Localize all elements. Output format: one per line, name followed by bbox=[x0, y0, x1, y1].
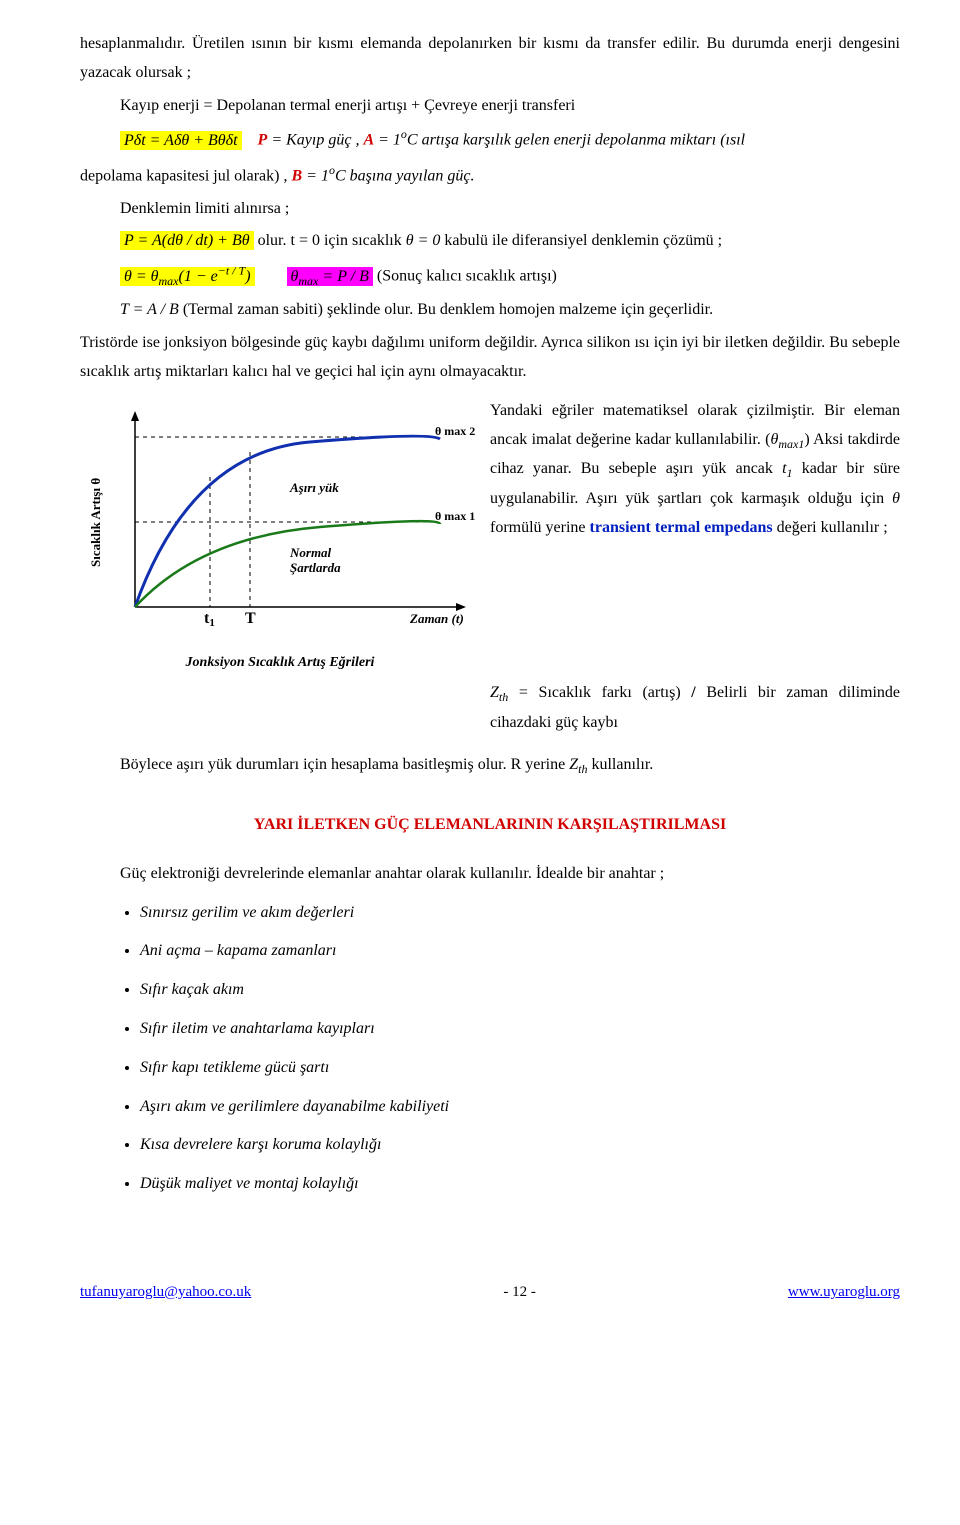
bullet-list: Sınırsız gerilim ve akım değerleri Ani a… bbox=[140, 899, 900, 1199]
eq3-box1: θ = θmax(1 − e−t / T) bbox=[120, 267, 255, 286]
eq2-theta0: θ = 0 bbox=[406, 232, 441, 249]
eq3-box1-b: (1 − e bbox=[179, 268, 218, 285]
paragraph-4: Böylece aşırı yük durumları için hesapla… bbox=[80, 751, 900, 781]
paragraph-5: Güç elektroniği devrelerinde elemanlar a… bbox=[80, 860, 900, 889]
chart-right-text-1: Yandaki eğriler matematiksel olarak çizi… bbox=[480, 397, 900, 547]
equation-line-1: Pδt = Aδθ + Bθδt P = Kayıp güç , A = 1oC… bbox=[80, 124, 900, 155]
p4-Zth: Zth bbox=[569, 756, 587, 773]
list-item: Sınırsız gerilim ve akım değerleri bbox=[140, 899, 900, 928]
eq1-after-A2: artışa karşılık gelen enerji depolanma m… bbox=[418, 132, 746, 149]
eq1-C1: C bbox=[407, 132, 418, 149]
paragraph-cont-1: depolama kapasitesi jul olarak) , B = 1o… bbox=[80, 160, 900, 191]
list-item: Kısa devrelere karşı koruma kolaylığı bbox=[140, 1131, 900, 1160]
eq2-after: olur. t = 0 için sıcaklık bbox=[254, 232, 406, 249]
p4b: kullanılır. bbox=[587, 756, 653, 773]
eq1-P: P bbox=[258, 132, 268, 149]
eq1-after-P: = Kayıp güç , bbox=[267, 132, 363, 149]
page-footer: tufanuyaroglu@yahoo.co.uk - 12 - www.uya… bbox=[80, 1279, 900, 1306]
list-item: Aşırı akım ve gerilimlere dayanabilme ka… bbox=[140, 1093, 900, 1122]
r1-transient: transient termal empedans bbox=[590, 519, 773, 536]
footer-url-link[interactable]: www.uyaroglu.org bbox=[788, 1279, 900, 1306]
svg-text:θ max 2: θ max 2 bbox=[435, 424, 475, 438]
eq2-box: P = A(dθ / dt) + Bθ bbox=[120, 231, 254, 250]
r1-theta: θ bbox=[892, 490, 900, 507]
chart-row-2: Zth = Sıcaklık farkı (artış) / Belirli b… bbox=[80, 679, 900, 742]
chart-caption: Jonksiyon Sıcaklık Artış Eğrileri bbox=[80, 650, 480, 675]
svg-text:t1: t1 bbox=[204, 610, 215, 629]
p-cont1-a: depolama kapasitesi jul olarak) , bbox=[80, 167, 291, 184]
eq3-box2: θmax = P / B bbox=[287, 267, 373, 286]
eq3-exp: −t / T bbox=[218, 263, 245, 277]
footer-page-number: - 12 - bbox=[503, 1279, 536, 1306]
equation-line-2: P = A(dθ / dt) + Bθ olur. t = 0 için sıc… bbox=[80, 227, 900, 256]
r2a: Sıcaklık farkı (artış) bbox=[539, 684, 692, 701]
r1-thetamax1: θmax1 bbox=[770, 431, 804, 448]
eq1-B: B bbox=[291, 167, 302, 184]
eq3-sub-max1: max bbox=[159, 274, 179, 288]
r1d: formülü yerine bbox=[490, 519, 590, 536]
eq1-after-B2: başına yayılan güç. bbox=[346, 167, 475, 184]
svg-text:T: T bbox=[245, 610, 256, 627]
eq1-after-A: = 1 bbox=[374, 132, 401, 149]
list-item: Düşük maliyet ve montaj kolaylığı bbox=[140, 1170, 900, 1199]
equation-line-3: θ = θmax(1 − e−t / T) θmax = P / B (Sonu… bbox=[80, 260, 900, 292]
eq1-box: Pδt = Aδθ + Bθδt bbox=[120, 131, 242, 150]
right-para-2: Zth = Sıcaklık farkı (artış) / Belirli b… bbox=[490, 679, 900, 738]
temperature-chart: Aşırı yük Normal Şartlarda θ max 2 θ max… bbox=[80, 397, 480, 637]
eq4: T = A / B bbox=[120, 301, 179, 318]
right-para-1: Yandaki eğriler matematiksel olarak çizi… bbox=[490, 397, 900, 543]
p4a: Böylece aşırı yük durumları için hesapla… bbox=[120, 756, 569, 773]
r1f: değeri kullanılır ; bbox=[773, 519, 888, 536]
chart-row-1: Aşırı yük Normal Şartlarda θ max 2 θ max… bbox=[80, 397, 900, 675]
r1-t1: t1 bbox=[782, 460, 792, 477]
p4-z: Z bbox=[569, 756, 578, 773]
svg-text:θ max 1: θ max 1 bbox=[435, 509, 475, 523]
indent-line-2: Denklemin limiti alınırsa ; bbox=[80, 195, 900, 224]
eq3-box1-a: θ = θ bbox=[124, 268, 159, 285]
eq1-after-B: = 1 bbox=[302, 167, 329, 184]
r1-sub: max1 bbox=[778, 437, 804, 451]
list-item: Sıfır kapı tetikleme gücü şartı bbox=[140, 1054, 900, 1083]
svg-text:Aşırı yük: Aşırı yük bbox=[289, 480, 339, 495]
chart-right-text-2: Zth = Sıcaklık farkı (artış) / Belirli b… bbox=[480, 679, 900, 742]
svg-text:Normal: Normal bbox=[289, 545, 332, 560]
r2-eq: = bbox=[508, 684, 538, 701]
eq1-C2: C bbox=[335, 167, 346, 184]
equation-line-4: T = A / B (Termal zaman sabiti) şeklinde… bbox=[80, 296, 900, 325]
footer-email-link[interactable]: tufanuyaroglu@yahoo.co.uk bbox=[80, 1279, 251, 1306]
eq3-after: (Sonuç kalıcı sıcaklık artışı) bbox=[377, 268, 557, 285]
paragraph-3: Tristörde ise jonksiyon bölgesinde güç k… bbox=[80, 329, 900, 387]
eq3-sub-max2: max bbox=[298, 274, 318, 288]
svg-text:Zaman (t): Zaman (t) bbox=[409, 611, 464, 626]
eq2-after2: kabulü ile diferansiyel denklemin çözümü… bbox=[440, 232, 722, 249]
eq1-A: A bbox=[363, 132, 374, 149]
r2-Zth: Zth bbox=[490, 684, 508, 701]
chart-container: Aşırı yük Normal Şartlarda θ max 2 θ max… bbox=[80, 397, 480, 675]
svg-text:Sıcaklık Artışı θ: Sıcaklık Artışı θ bbox=[88, 477, 103, 566]
svg-text:Şartlarda: Şartlarda bbox=[290, 560, 341, 575]
r2-sub: th bbox=[499, 690, 508, 704]
eq4-after: (Termal zaman sabiti) şeklinde olur. Bu … bbox=[179, 301, 713, 318]
list-item: Ani açma – kapama zamanları bbox=[140, 937, 900, 966]
r2-slash: / bbox=[691, 684, 706, 701]
paragraph-1: hesaplanmalıdır. Üretilen ısının bir kıs… bbox=[80, 30, 900, 88]
eq3-box2-b: = P / B bbox=[318, 268, 369, 285]
eq3-box1-c: ) bbox=[245, 268, 250, 285]
indent-line-1: Kayıp enerji = Depolanan termal enerji a… bbox=[80, 92, 900, 121]
section-heading: YARI İLETKEN GÜÇ ELEMANLARININ KARŞILAŞT… bbox=[80, 811, 900, 840]
list-item: Sıfır iletim ve anahtarlama kayıpları bbox=[140, 1015, 900, 1044]
list-item: Sıfır kaçak akım bbox=[140, 976, 900, 1005]
r2-z: Z bbox=[490, 684, 499, 701]
